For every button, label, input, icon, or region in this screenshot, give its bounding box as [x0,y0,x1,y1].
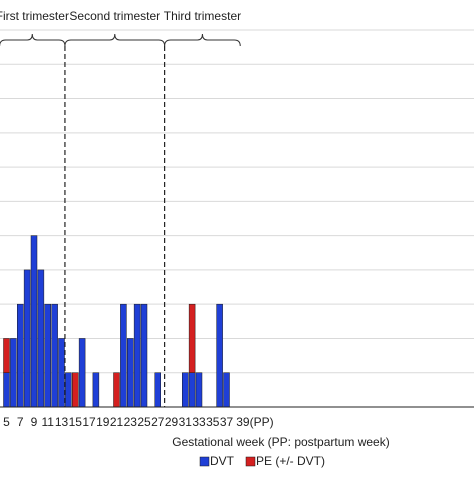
bar-pe [188,303,196,373]
bar-dvt [133,303,141,408]
bar-dvt [3,372,10,408]
bar-dvt [195,372,203,408]
trimester-brace [164,33,241,47]
x-tick-label: 21 [110,415,124,429]
x-tick-label: 27 [151,415,165,429]
bar-dvt [216,303,223,408]
bar-dvt [120,303,127,408]
bar-dvt [51,303,58,408]
bar-dvt [223,372,230,408]
legend-swatch-pe [245,456,256,467]
bar-pe [113,372,120,408]
x-axis-title: Gestational week (PP: postpartum week) [172,435,389,449]
legend-label: DVT [210,454,235,468]
trimester-label: Third trimester [164,9,241,23]
legend-swatch-dvt [199,456,210,467]
legend-label: PE (+/- DVT) [256,454,325,468]
bar-pe [3,338,10,373]
bar-dvt [154,372,161,408]
x-tick-label: 39(PP) [236,415,273,429]
bar-dvt [10,338,17,408]
bar-dvt [30,235,38,408]
x-tick-label: 19 [96,415,110,429]
x-tick-label: 31 [179,415,193,429]
bar-dvt [188,372,196,408]
trimester-label: First trimester [0,9,69,23]
bar-dvt [65,372,72,408]
trimester-label: Second trimester [69,9,160,23]
bar-dvt [17,303,24,408]
bar-dvt [37,269,45,408]
bar-dvt [44,303,51,408]
x-tick-label: 23 [124,415,138,429]
x-tick-label: 25 [137,415,151,429]
bar-dvt [78,338,86,408]
x-tick-label: 35 [206,415,220,429]
x-tick-label: 37 [220,415,234,429]
bar-dvt [140,303,148,408]
bar-dvt [127,338,134,408]
x-tick-label: 13 [55,415,69,429]
x-tick-label: 15 [69,415,83,429]
bar-dvt [182,372,189,408]
x-tick-label: 7 [17,415,24,429]
x-tick-label: 29 [165,415,179,429]
bar-dvt [92,372,100,408]
bar-dvt [23,269,31,408]
x-tick-label: 33 [192,415,206,429]
x-tick-label: 5 [3,415,10,429]
trimester-brace [0,33,66,47]
bar-dvt [58,338,65,408]
trimester-brace [64,33,166,47]
x-tick-label: 11 [42,415,55,429]
x-tick-label: 9 [31,415,38,429]
x-tick-label: 17 [82,415,96,429]
bar-pe [72,372,79,408]
